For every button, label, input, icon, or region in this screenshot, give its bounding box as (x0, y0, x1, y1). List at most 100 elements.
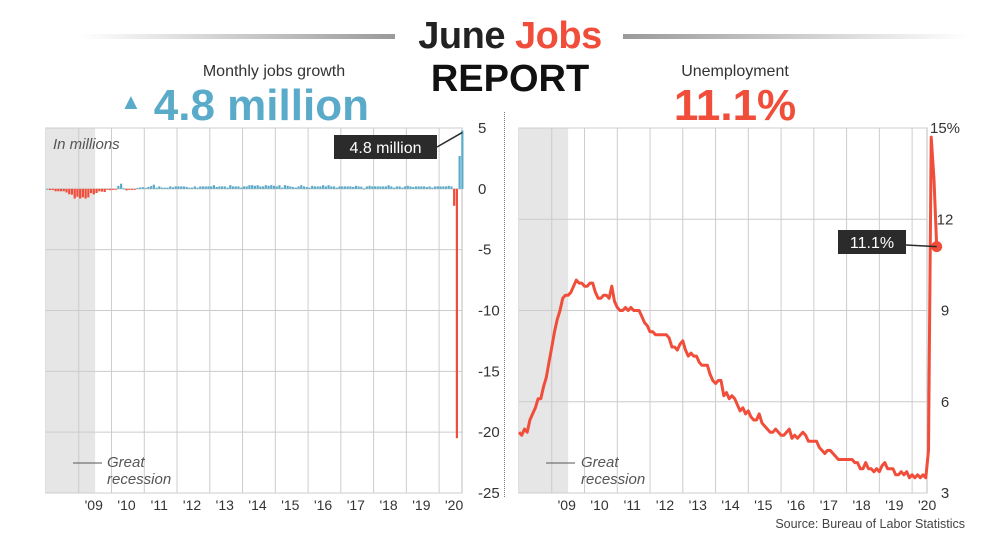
jobs-bar (384, 186, 388, 189)
jobs-bar (376, 186, 379, 189)
jobs-bar (297, 186, 300, 189)
left-y-tick-label: 5 (478, 120, 486, 137)
jobs-bar (289, 186, 292, 189)
right-x-tick-label: '12 (656, 497, 674, 513)
left-x-tick-label: '14 (248, 497, 266, 513)
jobs-bar (442, 186, 445, 189)
left-x-tick-label: '19 (412, 497, 430, 513)
jobs-bar (275, 186, 278, 189)
jobs-bar (204, 186, 207, 189)
left-subtitle: Monthly jobs growth (202, 63, 346, 80)
jobs-bar (111, 188, 115, 190)
jobs-bar (300, 185, 303, 189)
right-y-tick-label: 12 (937, 211, 954, 228)
right-y-tick-label: 6 (941, 394, 949, 411)
jobs-bar (54, 188, 57, 192)
left-y-tick-label: 0 (478, 181, 486, 198)
left-headline: ▲ 4.8 million (120, 80, 400, 134)
jobs-bar (245, 186, 248, 189)
jobs-bar (212, 185, 216, 189)
jobs-bar (139, 187, 142, 189)
jobs-bar (286, 185, 289, 189)
jobs-bar (144, 187, 147, 189)
jobs-bar (163, 187, 166, 189)
jobs-bar (270, 185, 273, 189)
right-y-tick-label: 15% (930, 120, 960, 137)
jobs-bar (240, 187, 243, 189)
jobs-bar (117, 185, 120, 189)
right-x-tick-label: '20 (918, 497, 936, 513)
title-rule-left (80, 34, 395, 39)
jobs-bar (193, 186, 196, 189)
jobs-bar (436, 186, 439, 189)
jobs-bar (341, 186, 344, 189)
jobs-bar (450, 186, 453, 189)
right-y-tick-label: 3 (941, 485, 949, 502)
jobs-bar (395, 186, 398, 189)
jobs-bar (458, 155, 461, 189)
jobs-bar (267, 185, 270, 189)
jobs-bar (87, 188, 90, 198)
jobs-bar (327, 185, 330, 189)
jobs-bar (215, 187, 218, 189)
left-x-tick-label: '10 (117, 497, 135, 513)
right-x-tick-label: '17 (820, 497, 838, 513)
jobs-bar (338, 186, 341, 189)
jobs-bar (65, 188, 68, 193)
left-y-tick-label: -10 (478, 303, 500, 320)
jobs-bar (425, 187, 428, 189)
jobs-bar (371, 186, 374, 189)
jobs-bar (412, 187, 415, 189)
jobs-bar (223, 186, 226, 189)
jobs-bar (264, 185, 267, 189)
jobs-bar (147, 186, 150, 189)
jobs-bar (182, 186, 185, 189)
unemployment-callout-label: 11.1% (850, 235, 894, 252)
jobs-bar (305, 187, 308, 189)
jobs-bar (141, 187, 145, 189)
jobs-bar (322, 185, 325, 189)
jobs-bar (177, 186, 180, 189)
jobs-bar (313, 186, 317, 189)
jobs-bar (70, 188, 74, 195)
right-x-tick-label: '13 (689, 497, 707, 513)
jobs-bar (133, 188, 136, 190)
jobs-bar (365, 186, 368, 189)
jobs-bar (174, 186, 177, 189)
right-x-tick-label: '11 (624, 497, 641, 513)
left-recession-label: Great (107, 454, 145, 471)
jobs-bar (196, 187, 199, 189)
jobs-bar (330, 186, 333, 189)
jobs-bar (302, 186, 306, 189)
left-x-tick-label: '20 (445, 497, 463, 513)
jobs-bar (210, 186, 213, 189)
right-x-tick-label: '18 (852, 497, 870, 513)
jobs-bar (199, 186, 202, 189)
jobs-bar (283, 185, 287, 189)
jobs-bar (73, 188, 76, 199)
jobs-bar (166, 187, 169, 189)
jobs-bar (308, 187, 311, 189)
jobs-bar (431, 187, 434, 189)
jobs-bar (292, 187, 295, 189)
jobs-bar (453, 188, 456, 206)
jobs-bar (128, 188, 131, 190)
jobs-bar (444, 186, 448, 189)
jobs-bar (92, 188, 95, 195)
right-x-tick-label: '14 (721, 497, 739, 513)
right-x-tick-label: '10 (590, 497, 608, 513)
jobs-bar (234, 186, 237, 189)
left-y-tick-label: -20 (478, 424, 500, 441)
jobs-bar (237, 186, 240, 189)
left-x-tick-label: '16 (314, 497, 332, 513)
panel-divider (504, 112, 505, 497)
left-y-tick-label: -15 (478, 363, 500, 380)
jobs-bar (114, 188, 117, 190)
jobs-bar (382, 186, 385, 189)
jobs-bar (439, 186, 442, 189)
jobs-bar (62, 188, 65, 192)
right-recession-label: Great (581, 454, 619, 471)
jobs-bar (387, 185, 390, 189)
jobs-callout-label: 4.8 million (349, 140, 421, 157)
jobs-bar (401, 187, 404, 189)
